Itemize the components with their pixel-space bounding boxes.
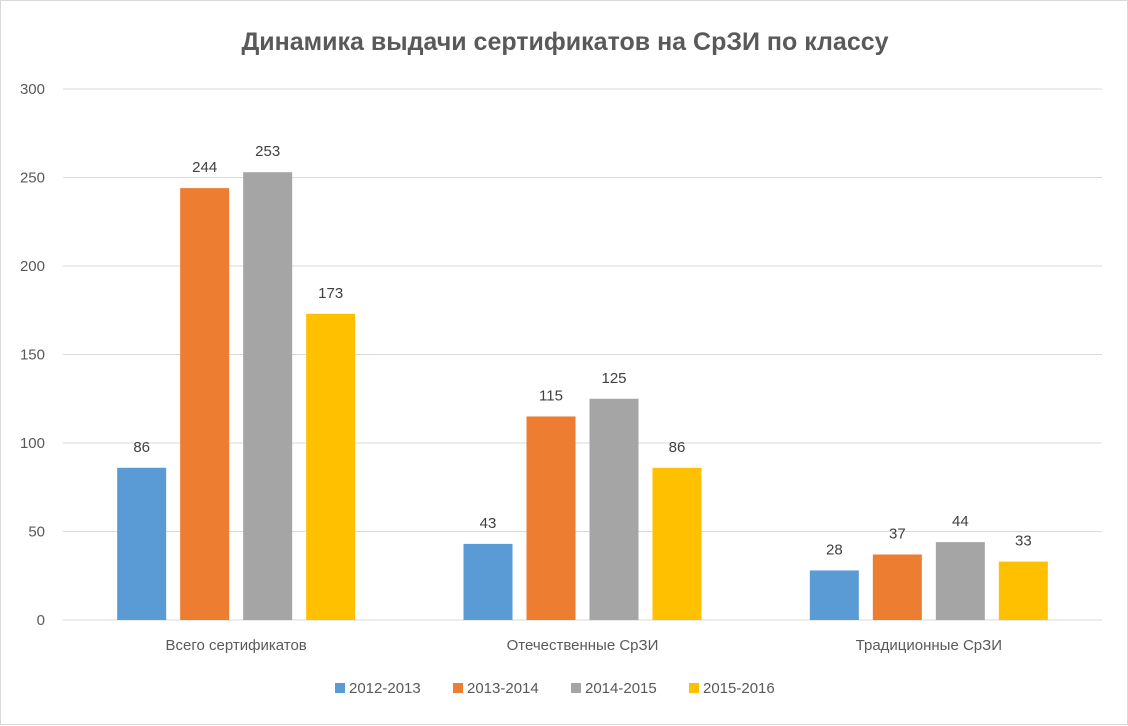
data-labels: 86 244 253 173 43 115 125 86 28 37 44 33 [133,143,1031,558]
bar-2014-2015-1 [243,172,293,620]
y-tick-label: 0 [37,612,45,629]
legend-swatch [335,683,345,693]
legend-swatch [571,683,581,693]
data-label: 86 [133,439,150,456]
category-label: Отечественные СрЗИ [507,637,659,654]
y-tick-label: 200 [20,258,45,275]
legend-swatch [453,683,463,693]
bar-2013-2014-3 [872,554,922,620]
data-label: 253 [255,143,280,160]
category-label: Всего сертификатов [166,637,307,654]
bar-2015-2016-3 [998,561,1048,620]
data-label: 173 [318,285,343,302]
data-label: 37 [889,526,906,543]
bar-2015-2016-2 [652,467,702,620]
bar-2012-2013-2 [463,543,513,620]
legend: 2012-2013 2013-2014 2014-2015 2015-2016 [335,680,775,697]
data-label: 86 [669,439,686,456]
data-label: 33 [1015,533,1032,550]
legend-label: 2014-2015 [585,680,657,697]
y-tick-label: 300 [20,81,45,98]
category-labels: Всего сертификатов Отечественные СрЗИ Трад… [166,637,1002,654]
bar-2013-2014-1 [180,188,230,620]
bar-2014-2015-2 [589,398,639,620]
chart-title: Динамика выдачи сертификатов на СрЗИ по … [241,28,888,56]
y-tick-label: 150 [20,347,45,364]
bar-2013-2014-2 [526,416,576,620]
category-label: Традиционные СрЗИ [856,637,1002,654]
data-label: 244 [192,159,217,176]
data-label: 43 [480,515,497,532]
bar-2014-2015-3 [935,542,985,620]
data-label: 28 [826,541,843,558]
bar-2012-2013-1 [117,467,167,620]
data-label: 44 [952,513,969,530]
data-label: 125 [601,370,626,387]
bar-2015-2016-1 [306,313,356,620]
bars [117,172,1048,620]
legend-label: 2015-2016 [703,680,775,697]
y-tick-label: 100 [20,435,45,452]
y-tick-label: 50 [28,524,45,541]
legend-label: 2012-2013 [349,680,421,697]
bar-2012-2013-3 [809,570,859,620]
legend-swatch [689,683,699,693]
legend-label: 2013-2014 [467,680,539,697]
data-label: 115 [539,387,563,404]
gridlines [63,88,1102,621]
y-tick-label: 250 [20,170,45,187]
y-axis-ticks: 0 50 100 150 200 250 300 [20,81,45,629]
